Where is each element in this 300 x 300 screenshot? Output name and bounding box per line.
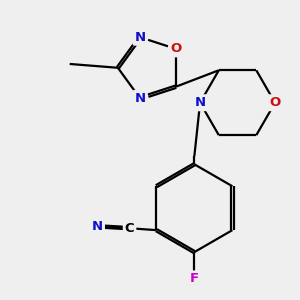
Text: N: N: [92, 220, 103, 233]
Text: N: N: [134, 92, 146, 105]
Text: O: O: [269, 96, 281, 109]
Text: N: N: [134, 31, 146, 44]
Text: F: F: [190, 272, 199, 285]
Text: N: N: [194, 96, 206, 109]
Text: O: O: [170, 42, 182, 56]
Text: C: C: [125, 222, 134, 235]
